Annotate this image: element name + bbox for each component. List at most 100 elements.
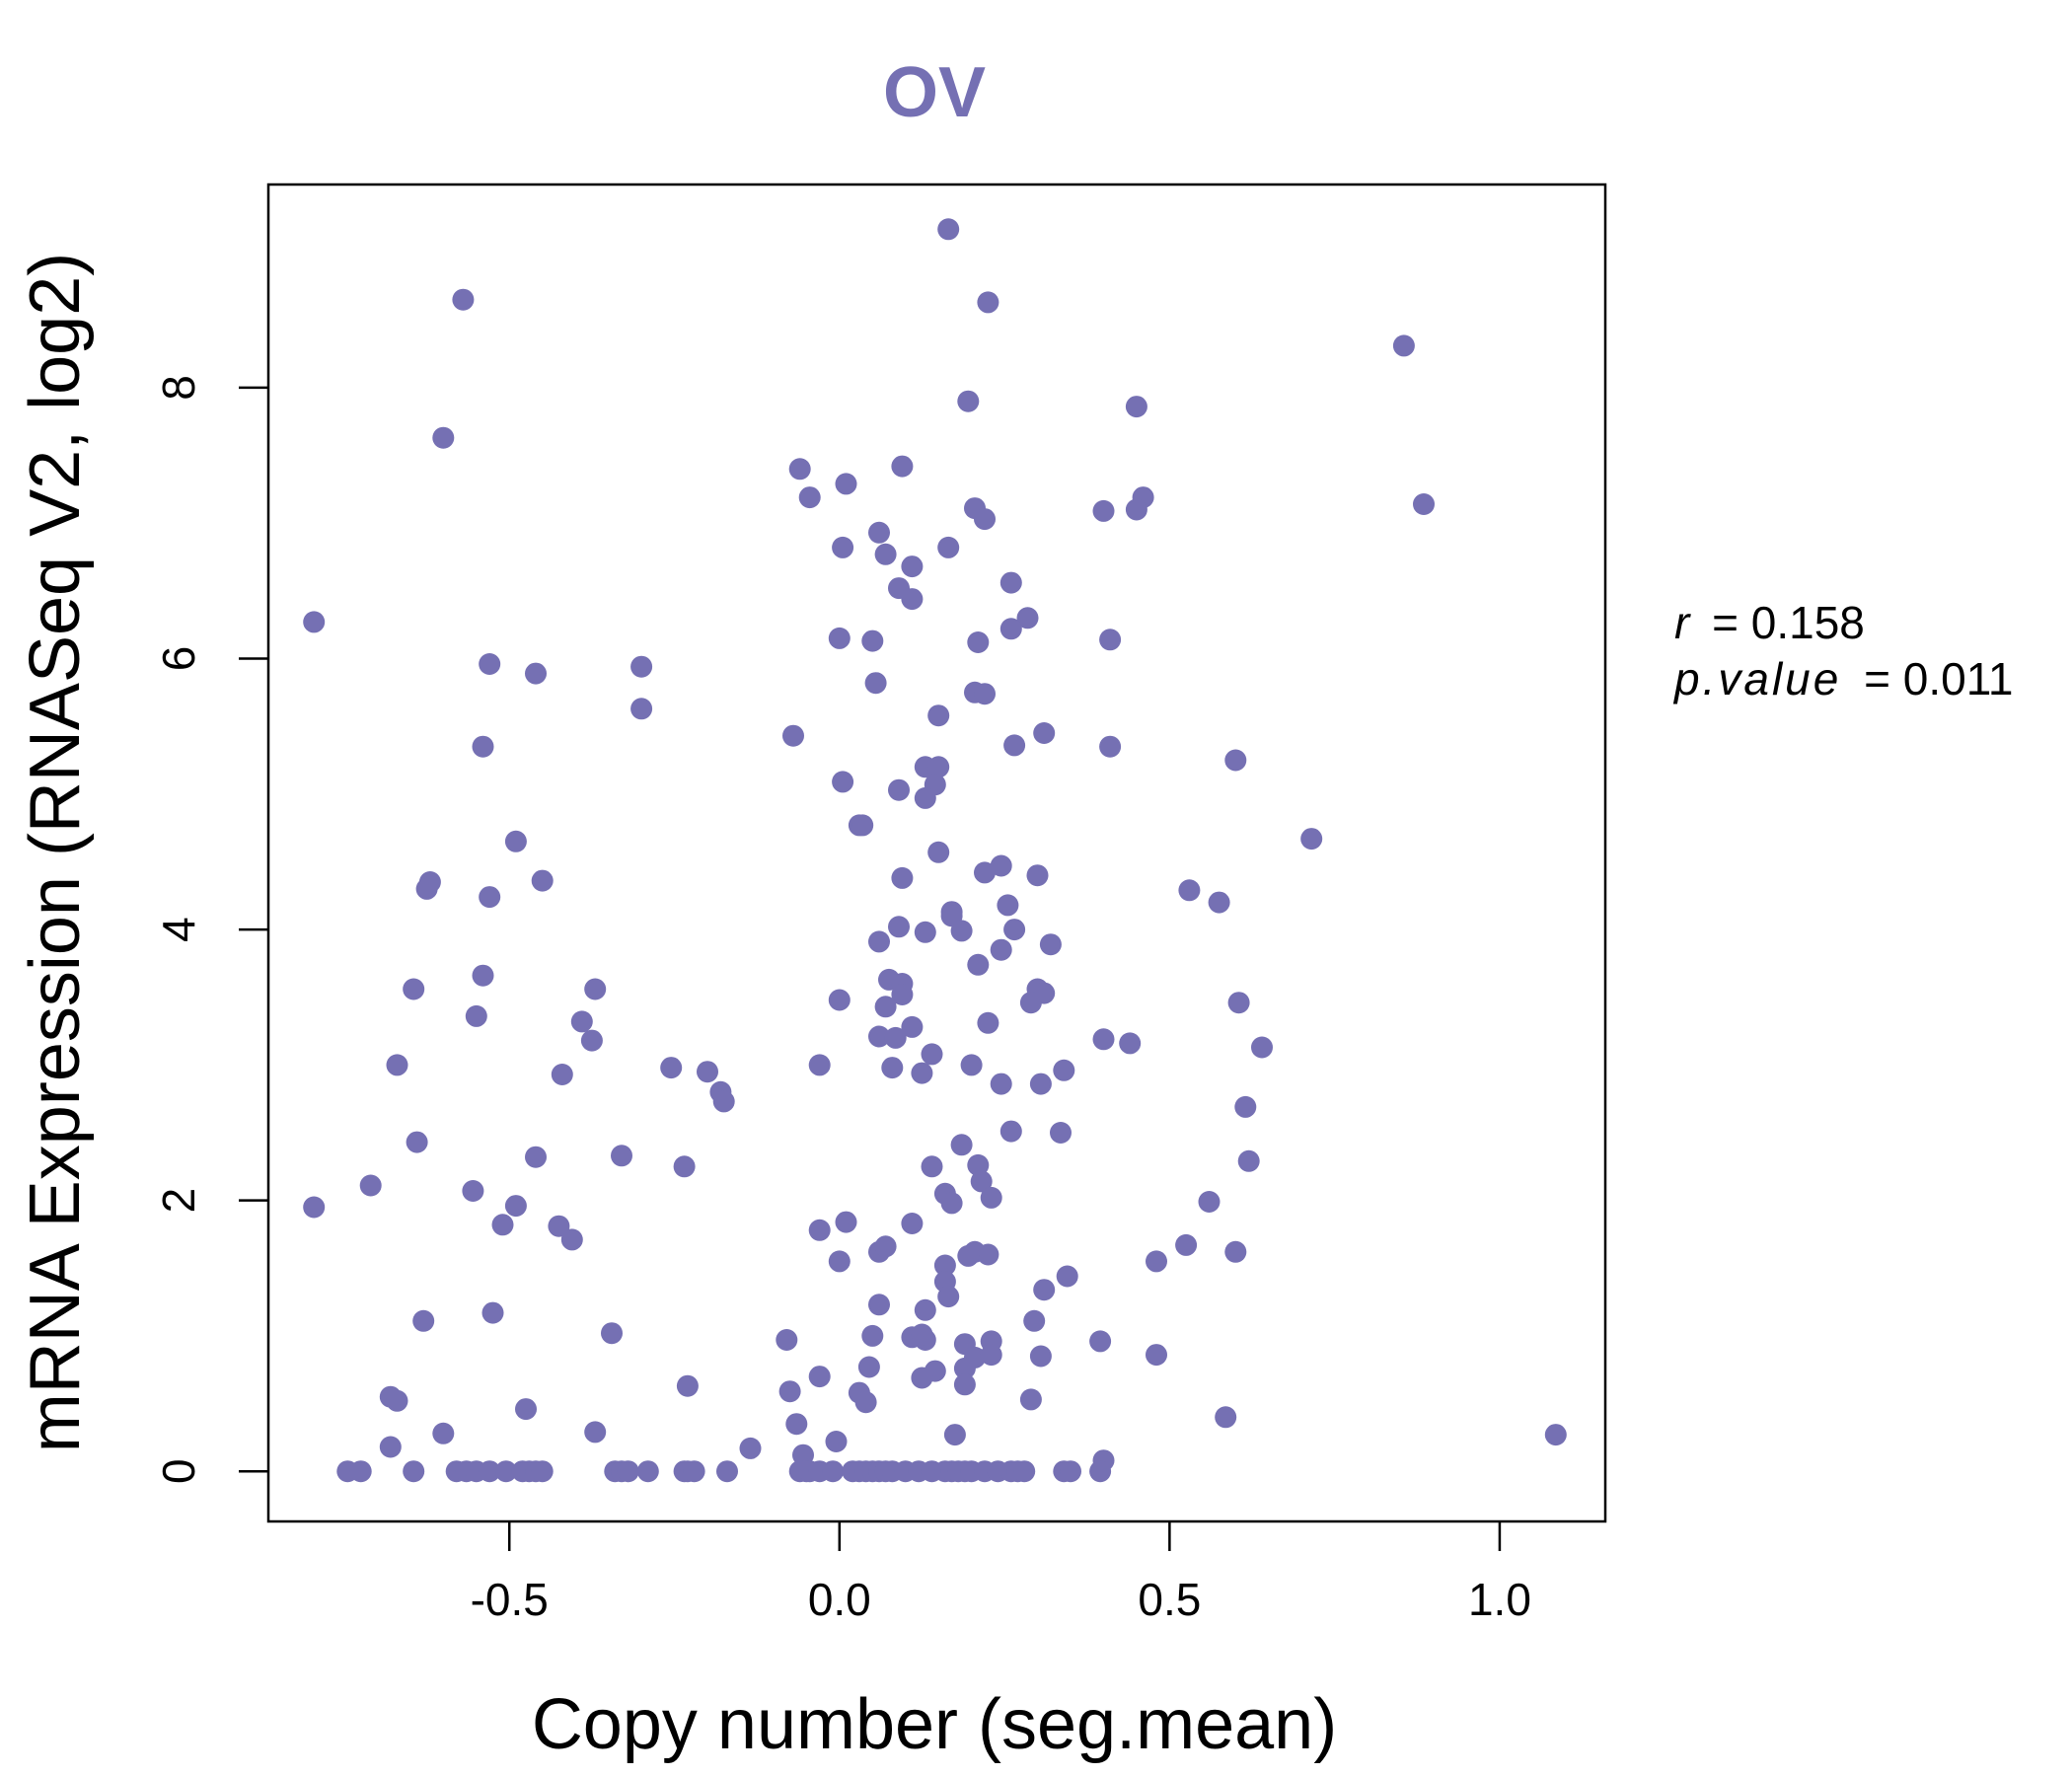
data-point: [1089, 1330, 1112, 1353]
svg-text:p.value = 0.011: p.value = 0.011: [1672, 653, 2013, 704]
data-point: [828, 989, 851, 1011]
data-point: [974, 861, 996, 884]
data-point: [1050, 1122, 1072, 1144]
data-point: [601, 1322, 623, 1345]
data-point: [974, 683, 996, 705]
data-point: [1198, 1191, 1221, 1213]
data-point: [479, 1460, 501, 1483]
data-point: [1003, 734, 1026, 757]
data-point: [1060, 1460, 1081, 1483]
data-point: [822, 1460, 845, 1483]
data-point: [980, 1186, 1002, 1209]
data-point: [531, 1460, 554, 1483]
data-point: [911, 1062, 933, 1084]
data-point: [1056, 1265, 1078, 1288]
data-point: [967, 1153, 990, 1176]
data-point: [901, 1015, 924, 1038]
data-point: [851, 814, 874, 837]
data-point: [1003, 919, 1026, 941]
p-value: = 0.011: [1864, 653, 2013, 704]
data-point: [551, 1064, 573, 1085]
data-point: [901, 555, 924, 578]
data-point: [739, 1437, 762, 1459]
data-point: [1099, 629, 1122, 651]
data-point: [472, 735, 494, 758]
data-point: [857, 1356, 880, 1378]
data-point: [359, 1174, 382, 1197]
data-point: [785, 1413, 808, 1436]
data-point: [1146, 1344, 1167, 1367]
data-point: [950, 920, 973, 942]
data-point: [349, 1460, 372, 1483]
data-point: [943, 1424, 966, 1446]
y-tick-label: 6: [153, 646, 204, 672]
data-point: [1125, 498, 1147, 521]
x-axis-label: Copy number (seg.mean): [532, 1685, 1337, 1764]
data-point: [933, 1254, 956, 1277]
data-point: [1016, 607, 1039, 629]
data-point: [1119, 1032, 1142, 1055]
data-point: [888, 778, 910, 801]
data-point: [832, 536, 854, 558]
data-point: [937, 218, 960, 241]
data-point: [1092, 1028, 1115, 1051]
data-point: [525, 662, 547, 685]
data-point: [1019, 992, 1042, 1014]
data-point: [911, 1367, 933, 1389]
data-point: [808, 1054, 831, 1076]
data-point: [1099, 735, 1122, 758]
data-point: [479, 886, 501, 909]
x-tick-label: 0.5: [1138, 1574, 1201, 1625]
data-point: [465, 1004, 487, 1027]
data-point: [1089, 1460, 1112, 1483]
data-point: [531, 869, 554, 892]
chart-title: OV: [883, 53, 986, 132]
data-point: [997, 894, 1019, 917]
data-point: [977, 291, 999, 314]
data-point: [974, 508, 996, 531]
data-point: [927, 704, 950, 727]
data-point: [1146, 1250, 1167, 1273]
data-point: [303, 611, 326, 633]
data-point: [1544, 1424, 1567, 1446]
data-point: [584, 978, 607, 1000]
data-point: [403, 1460, 425, 1483]
data-point: [462, 1180, 484, 1202]
data-point: [891, 866, 914, 889]
data-point: [861, 629, 884, 652]
data-point: [901, 588, 924, 611]
data-point: [617, 1460, 639, 1483]
x-tick-label: 0.0: [808, 1574, 871, 1625]
data-point: [406, 1131, 428, 1153]
data-point: [580, 1029, 603, 1052]
data-point: [673, 1155, 696, 1178]
data-point: [1125, 396, 1147, 418]
data-point: [1413, 493, 1435, 515]
x-tick-label: 1.0: [1468, 1574, 1531, 1625]
y-axis-label: mRNA Expression (RNASeq V2, log2): [16, 253, 95, 1452]
data-point: [999, 571, 1022, 594]
data-point: [990, 854, 1012, 877]
data-point: [937, 536, 960, 558]
data-point: [1208, 891, 1230, 914]
data-point: [792, 1443, 814, 1466]
data-point: [611, 1145, 632, 1167]
data-point: [832, 771, 854, 793]
data-point: [1029, 1345, 1052, 1368]
data-point: [379, 1436, 402, 1458]
data-point: [1013, 1460, 1036, 1483]
data-point: [584, 1421, 607, 1443]
data-point: [861, 1324, 884, 1347]
data-point: [999, 618, 1022, 640]
data-point: [1029, 1073, 1052, 1095]
data-point: [1053, 1059, 1075, 1081]
data-point: [452, 288, 475, 311]
data-point: [515, 1398, 537, 1421]
data-point: [778, 1380, 801, 1403]
data-point: [967, 631, 990, 653]
data-point: [881, 1057, 904, 1079]
x-axis: -0.5 0.0 0.5 1.0: [471, 1521, 1531, 1625]
data-point: [432, 426, 455, 449]
data-point: [911, 1323, 933, 1346]
